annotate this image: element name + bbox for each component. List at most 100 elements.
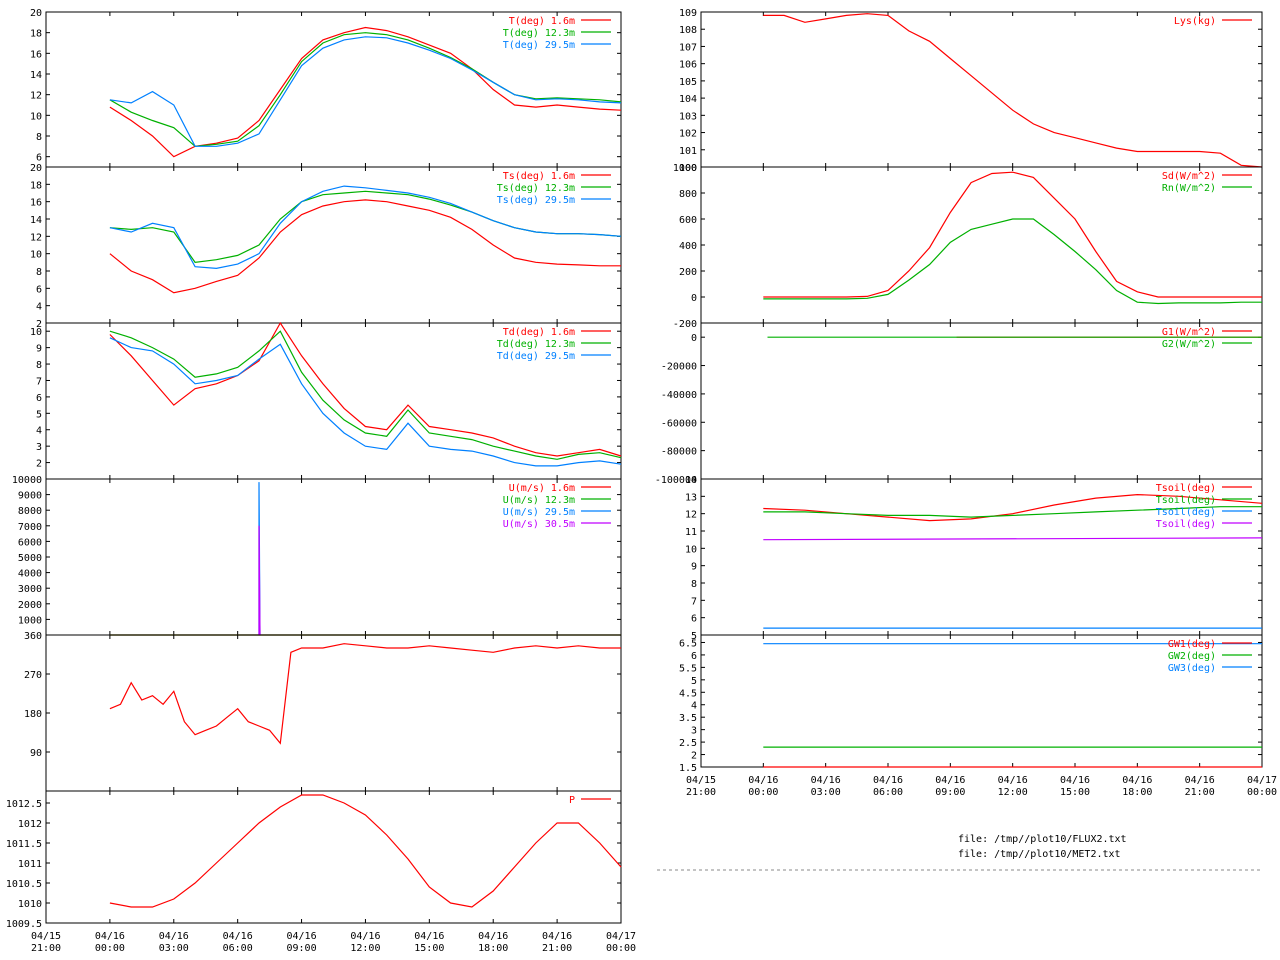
y-tick-label-7-4: 600 (679, 215, 697, 226)
x-date-label-10-7: 04/16 (1122, 775, 1152, 786)
legend-label-0-0: T(deg) 1.6m (509, 16, 575, 27)
y-tick-label-3-1: 2000 (18, 600, 42, 611)
x-time-label-10-4: 09:00 (935, 787, 965, 798)
y-tick-label-6-6: 106 (679, 60, 697, 71)
series-line-7-1 (763, 218, 1262, 305)
x-date-label-5-5: 04/16 (350, 931, 380, 942)
x-date-label-10-4: 04/16 (935, 775, 965, 786)
legend-label-9-3: Tsoil(deg) (1156, 519, 1216, 530)
y-tick-label-6-7: 107 (679, 42, 697, 53)
y-tick-label-3-5: 6000 (18, 537, 42, 548)
y-tick-label-0-0: 6 (36, 153, 42, 164)
x-date-label-10-2: 04/16 (811, 775, 841, 786)
y-tick-label-6-3: 103 (679, 111, 697, 122)
series-line-2-2 (109, 337, 622, 467)
legend-label-0-1: T(deg) 12.3m (503, 28, 575, 39)
y-tick-label-5-2: 1010.5 (6, 879, 42, 890)
y-tick-label-6-2: 102 (679, 129, 697, 140)
y-tick-label-8-5: 0 (691, 333, 697, 344)
x-date-label-10-3: 04/16 (873, 775, 903, 786)
y-tick-label-5-0: 1009.5 (6, 919, 42, 930)
x-time-label-10-5: 12:00 (998, 787, 1028, 798)
y-tick-label-0-2: 10 (30, 111, 42, 122)
y-tick-label-1-8: 18 (30, 180, 42, 191)
y-tick-label-2-8: 10 (30, 327, 42, 338)
series-line-7-0 (763, 171, 1262, 298)
y-tick-label-7-0: -200 (673, 319, 697, 330)
x-date-label-5-8: 04/16 (542, 931, 572, 942)
x-date-label-10-8: 04/16 (1185, 775, 1215, 786)
x-time-label-10-0: 21:00 (686, 787, 716, 798)
x-date-label-10-6: 04/16 (1060, 775, 1090, 786)
legend-label-8-1: G2(W/m^2) (1162, 339, 1216, 350)
y-tick-label-1-7: 16 (30, 198, 42, 209)
y-tick-label-5-1: 1010 (18, 899, 42, 910)
y-tick-label-9-3: 8 (691, 579, 697, 590)
y-tick-label-10-7: 5 (691, 676, 697, 687)
y-tick-label-9-2: 7 (691, 596, 697, 607)
y-tick-label-9-5: 10 (685, 544, 697, 555)
series-line-9-1 (763, 506, 1262, 518)
legend-label-8-0: G1(W/m^2) (1162, 327, 1216, 338)
y-tick-label-9-0: 5 (691, 631, 697, 642)
legend-label-10-2: GW3(deg) (1168, 663, 1216, 674)
x-time-label-10-7: 18:00 (1122, 787, 1152, 798)
x-time-label-5-2: 03:00 (159, 943, 189, 954)
x-date-label-5-0: 04/15 (31, 931, 61, 942)
y-tick-label-10-1: 2 (691, 751, 697, 762)
y-tick-label-7-6: 1000 (673, 163, 697, 174)
y-tick-label-3-3: 4000 (18, 569, 42, 580)
y-tick-label-7-5: 800 (679, 189, 697, 200)
legend-label-9-0: Tsoil(deg) (1156, 483, 1216, 494)
x-time-label-5-0: 21:00 (31, 943, 61, 954)
series-line-9-3 (763, 537, 1263, 541)
series-line-1-0 (109, 199, 621, 294)
y-tick-label-2-3: 5 (36, 409, 42, 420)
x-time-label-5-4: 09:00 (287, 943, 317, 954)
x-time-label-5-7: 18:00 (478, 943, 508, 954)
y-tick-label-2-7: 9 (36, 344, 42, 355)
y-tick-label-6-5: 105 (679, 77, 697, 88)
legend-label-0-2: T(deg) 29.5m (503, 40, 575, 51)
y-tick-label-8-3: -40000 (661, 390, 697, 401)
x-date-label-5-9: 04/17 (606, 931, 636, 942)
y-tick-label-5-4: 1011.5 (6, 839, 42, 850)
y-tick-label-10-6: 4.5 (679, 688, 697, 699)
legend-label-10-0: GW1(deg) (1168, 639, 1216, 650)
y-tick-label-4-0: 90 (30, 748, 42, 759)
x-date-label-5-7: 04/16 (478, 931, 508, 942)
y-tick-label-2-4: 6 (36, 393, 42, 404)
legend-label-2-0: Td(deg) 1.6m (503, 327, 575, 338)
y-tick-label-10-3: 3 (691, 726, 697, 737)
legend-label-7-0: Sd(W/m^2) (1162, 171, 1216, 182)
y-tick-label-1-9: 20 (30, 163, 42, 174)
y-tick-label-0-1: 8 (36, 132, 42, 143)
x-time-label-5-1: 00:00 (95, 943, 125, 954)
y-tick-label-10-8: 5.5 (679, 663, 697, 674)
legend-label-9-2: Tsoil(deg) (1156, 507, 1216, 518)
y-tick-label-3-6: 7000 (18, 522, 42, 533)
y-tick-label-2-2: 4 (36, 426, 42, 437)
x-time-label-10-9: 00:00 (1247, 787, 1277, 798)
legend-label-7-1: Rn(W/m^2) (1162, 183, 1216, 194)
legend-label-9-1: Tsoil(deg) (1156, 495, 1216, 506)
y-tick-label-7-3: 400 (679, 241, 697, 252)
y-tick-label-10-5: 4 (691, 701, 697, 712)
legend-label-3-3: U(m/s) 30.5m (503, 519, 575, 530)
legend-label-3-1: U(m/s) 12.3m (503, 495, 575, 506)
plot-frame-6 (700, 11, 1263, 168)
file-label-flux: file: /tmp//plot10/FLUX2.txt (958, 834, 1127, 845)
x-date-label-5-4: 04/16 (287, 931, 317, 942)
y-tick-label-1-3: 8 (36, 267, 42, 278)
x-date-label-5-6: 04/16 (414, 931, 444, 942)
y-tick-label-6-9: 109 (679, 8, 697, 19)
y-tick-label-1-6: 14 (30, 215, 42, 226)
y-tick-label-8-4: -20000 (661, 362, 697, 373)
plot-frame-4 (45, 634, 622, 792)
y-tick-label-6-0: 100 (679, 163, 697, 174)
y-tick-label-6-4: 104 (679, 94, 697, 105)
x-time-label-5-8: 21:00 (542, 943, 572, 954)
y-tick-label-4-2: 270 (24, 670, 42, 681)
y-tick-label-0-7: 20 (30, 8, 42, 19)
y-tick-label-2-1: 3 (36, 442, 42, 453)
